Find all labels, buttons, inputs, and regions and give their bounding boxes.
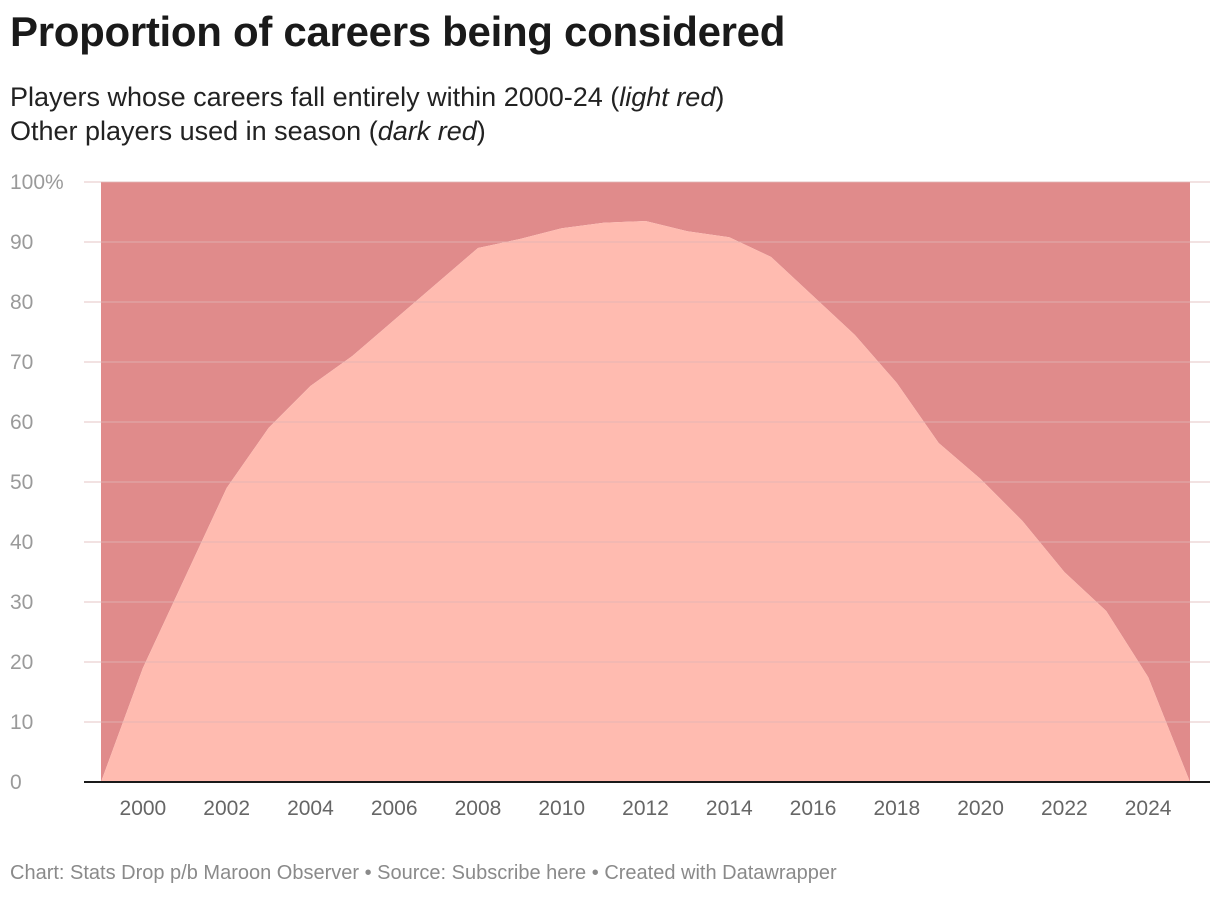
y-tick-label: 10 (10, 711, 33, 734)
area-series-career-players (101, 221, 1190, 782)
x-tick-label: 2018 (873, 797, 920, 820)
legend-dark-red: dark red (377, 116, 477, 146)
x-tick-label: 2022 (1041, 797, 1088, 820)
subtitle-text: ) (476, 116, 486, 146)
x-tick-label: 2012 (622, 797, 669, 820)
subtitle-line-dark: Other players used in season (dark red) (10, 114, 724, 148)
subtitle-text: Players whose careers fall entirely with… (10, 82, 620, 112)
y-tick-label: 100% (10, 171, 64, 194)
x-tick-label: 2010 (538, 797, 585, 820)
x-tick-label: 2020 (957, 797, 1004, 820)
y-tick-label: 60 (10, 411, 33, 434)
y-tick-label: 30 (10, 591, 33, 614)
footer-source-label: Source: (377, 862, 452, 884)
x-tick-label: 2006 (371, 797, 418, 820)
chart-subtitle: Players whose careers fall entirely with… (10, 80, 724, 148)
x-tick-label: 2002 (203, 797, 250, 820)
y-tick-label: 90 (10, 231, 33, 254)
x-tick-label: 2024 (1125, 797, 1172, 820)
y-tick-label: 70 (10, 351, 33, 374)
y-tick-label: 40 (10, 531, 33, 554)
footer-credit: Chart: Stats Drop p/b Maroon Observer (10, 862, 360, 884)
footer-separator: • (586, 862, 605, 884)
legend-light-red: light red (619, 82, 716, 112)
y-tick-label: 50 (10, 471, 33, 494)
area-chart: 0 10 20 30 40 50 60 70 80 90 100% 2000 2002 2004 2006 2… (10, 171, 1210, 820)
x-tick-label: 2004 (287, 797, 334, 820)
y-tick-label: 0 (10, 771, 22, 794)
x-tick-label: 2000 (120, 797, 167, 820)
x-tick-label: 2008 (455, 797, 502, 820)
y-tick-label: 20 (10, 651, 33, 674)
subtitle-line-light: Players whose careers fall entirely with… (10, 80, 724, 114)
area-series-other-players (101, 182, 1190, 782)
footer-source-link[interactable]: Subscribe here (451, 862, 587, 884)
y-tick-label: 80 (10, 291, 33, 314)
x-tick-label: 2016 (790, 797, 837, 820)
subtitle-text: Other players used in season ( (10, 116, 378, 146)
x-tick-label: 2014 (706, 797, 753, 820)
chart-title: Proportion of careers being considered (10, 8, 786, 55)
subtitle-text: ) (715, 82, 725, 112)
footer-separator: • (359, 862, 378, 884)
footer-datawrapper-link[interactable]: Created with Datawrapper (604, 862, 837, 884)
chart-footer: Chart: Stats Drop p/b Maroon Observer • … (10, 862, 837, 885)
